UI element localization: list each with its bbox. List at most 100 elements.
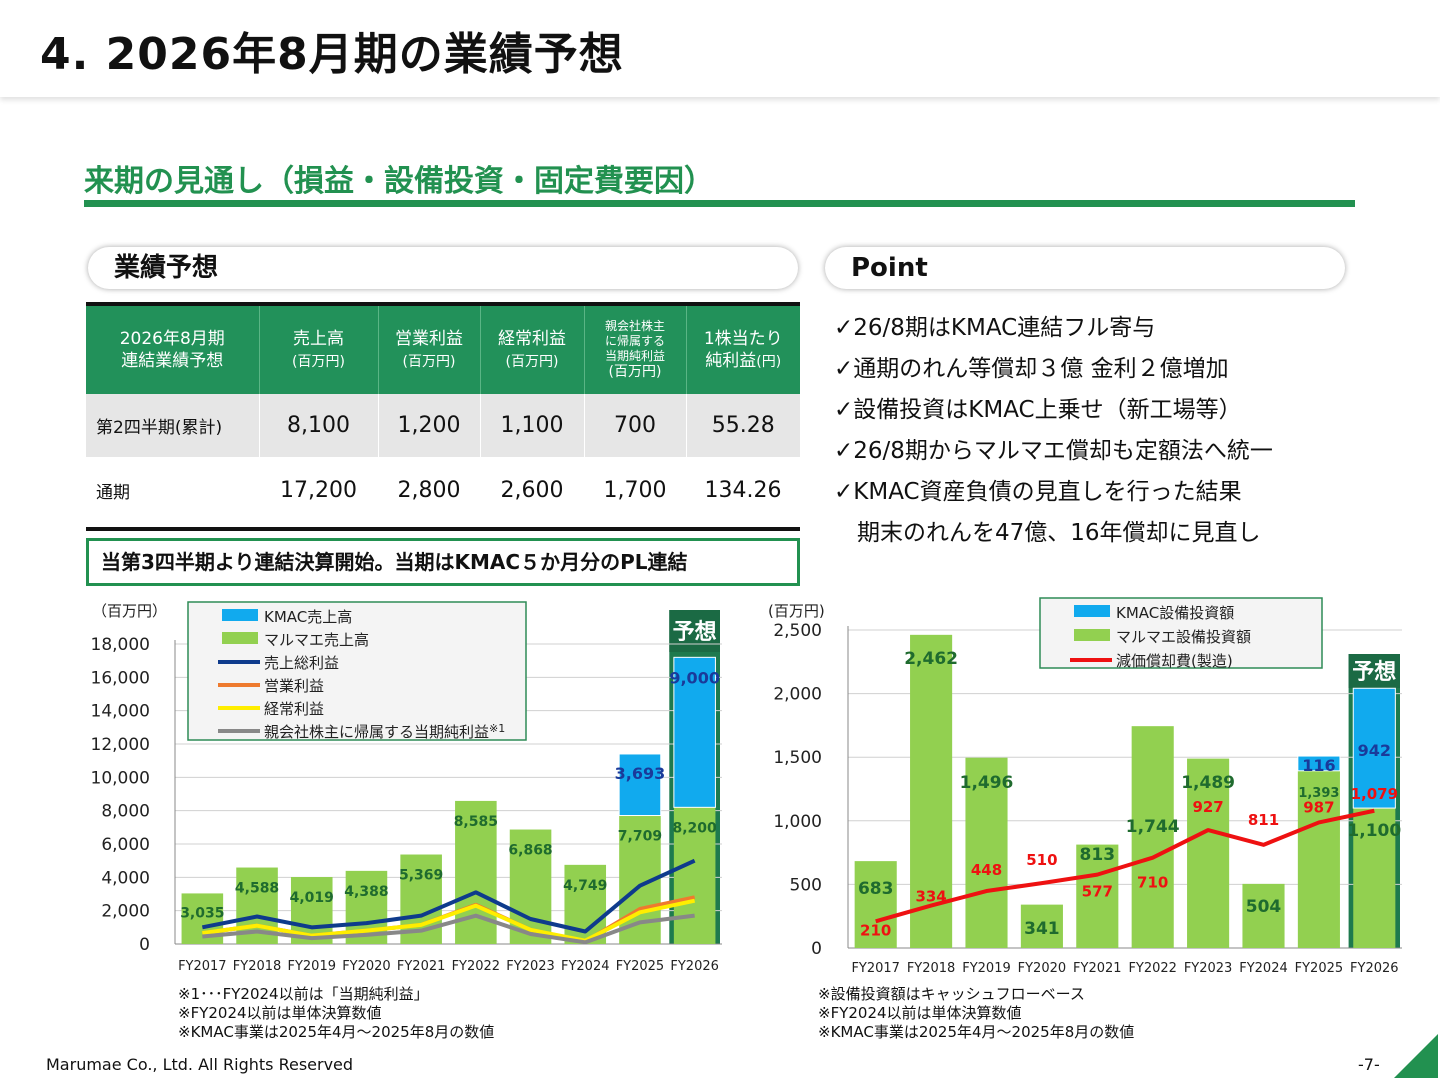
forecast-band-header [1348, 654, 1400, 688]
header-eps: 1株当たり 純利益(円) [685, 306, 800, 394]
legend-swatch [1074, 629, 1110, 641]
cell-net: 700 [583, 394, 686, 457]
line-value-label: 448 [971, 861, 1002, 879]
header-sales-label: 売上高 [293, 328, 344, 349]
y-tick-label: 2,000 [773, 685, 822, 705]
header-net-line2: に帰属する [604, 333, 665, 348]
point-list: ✓26/8期はKMAC連結フル寄与 ✓通期のれん等償却３億 金利２億増加 ✓設備… [834, 308, 1273, 554]
x-tick-label: FY2021 [397, 959, 446, 974]
legend-label: マルマエ設備投資額 [1116, 628, 1251, 646]
row-label: 第2四半期(累計) [86, 394, 259, 457]
footnotes-left: ※1･･･FY2024以前は「当期純利益」 ※FY2024以前は単体決算数値 ※… [178, 985, 494, 1042]
x-tick-label: FY2026 [670, 959, 719, 974]
bar-value-label: 3,693 [615, 764, 666, 783]
bar-value-label: 683 [858, 879, 894, 899]
bar-value-label: 5,369 [399, 868, 443, 884]
y-tick-label: 0 [811, 939, 822, 959]
x-tick-label: FY2024 [1239, 961, 1288, 976]
copyright: Marumae Co., Ltd. All Rights Reserved [46, 1055, 354, 1074]
footnote: ※FY2024以前は単体決算数値 [178, 1004, 382, 1022]
cell-sales: 17,200 [280, 477, 357, 503]
y-tick-label: 6,000 [101, 835, 150, 855]
x-tick-label: FY2021 [1073, 961, 1122, 976]
bar-value-label: 3,035 [180, 905, 224, 921]
cell-eps: 55.28 [685, 394, 800, 457]
capex-chart: 予想 0 500 1,000 1,500 2,000 2,500(百万円) FY2017 FY2… [768, 597, 1402, 976]
y-tick-label: 2,000 [101, 902, 150, 922]
forecast-band-header [669, 610, 720, 652]
cell-net: 1,700 [603, 477, 667, 503]
footnote: ※1･･･FY2024以前は「当期純利益」 [178, 985, 429, 1003]
x-tick-label: FY2017 [178, 959, 227, 974]
series-line-0 [875, 808, 1375, 924]
bar-value-label: 4,388 [344, 884, 388, 900]
legend-swatch [222, 632, 258, 644]
header-ord-label: 経常利益 [498, 328, 566, 349]
x-tick-label: FY2022 [1128, 961, 1177, 976]
y-tick-label: 10,000 [91, 768, 150, 788]
point-item: ✓26/8期はKMAC連結フル寄与 [834, 315, 1156, 341]
line-value-label: 710 [1137, 874, 1168, 892]
bar-fy2026-marumae [673, 807, 716, 944]
x-tick-label: FY2026 [1350, 961, 1399, 976]
cell-ord: 2,600 [500, 477, 564, 503]
header-period-line2: 連結業績予想 [121, 351, 224, 371]
page-number: -7- [1358, 1055, 1380, 1074]
x-tick-label: FY2020 [342, 959, 391, 974]
point-item: ✓26/8期からマルマエ償却も定額法へ統一 [834, 438, 1273, 464]
cell-op: 2,800 [397, 477, 461, 503]
bar-fy2019-marumae [965, 757, 1008, 948]
bar-fy2025-kmac [1297, 755, 1341, 772]
y-tick-label: 500 [790, 875, 822, 895]
bar-value-label: 9,000 [669, 668, 720, 687]
cell-eps: 134.26 [704, 477, 782, 503]
bar-value-label: 6,868 [508, 843, 552, 859]
header-ordinary-profit: 経常利益 (百万円) [479, 306, 584, 394]
table-header-row: 2026年8月期 連結業績予想 売上高 (百万円) 営業利益 (百万円) 経常利益 (百… [86, 306, 800, 394]
x-tick-label: FY2018 [233, 959, 282, 974]
cell-op: 1,200 [377, 394, 480, 457]
y-tick-label: 14,000 [91, 702, 150, 722]
bar-value-label: 4,749 [563, 878, 607, 894]
legend-label: 営業利益 [264, 677, 324, 695]
y-unit-label: （百万円） [92, 602, 167, 620]
section-rule [84, 200, 1355, 207]
header-operating-profit: 営業利益 (百万円) [377, 306, 480, 394]
bar-value-label: 1,744 [1126, 817, 1180, 837]
x-tick-label: FY2023 [1184, 961, 1233, 976]
bar-value-label: 942 [1358, 741, 1391, 760]
title-bar: 4. 2026年8月期の業績予想 [0, 0, 1440, 97]
bar-value-label: 116 [1302, 756, 1335, 775]
line-value-label: 1,079 [1351, 785, 1398, 803]
x-tick-label: FY2022 [452, 959, 501, 974]
legend-box [187, 601, 527, 741]
bar-fy2020-marumae [1020, 904, 1063, 948]
bar-value-label: 8,585 [454, 814, 498, 830]
bar-fy2023-marumae [1187, 758, 1230, 948]
x-tick-label: FY2018 [907, 961, 956, 976]
corner-triangle [1394, 1034, 1438, 1078]
forecast-table: 2026年8月期 連結業績予想 売上高 (百万円) 営業利益 (百万円) 経常利益 (百… [86, 306, 800, 523]
header-op-label: 営業利益 [395, 328, 463, 349]
y-tick-label: 2,500 [773, 621, 822, 641]
header-unit-yen: (円) [756, 354, 782, 370]
footnote: ※KMAC事業は2025年4月～2025年8月の数値 [178, 1023, 495, 1041]
header-period-line1: 2026年8月期 [119, 328, 225, 349]
bar-fy2026-kmac [673, 656, 716, 808]
header-unit: (百万円) [292, 354, 345, 370]
series-line-3 [202, 913, 695, 945]
point-item: ✓設備投資はKMAC上乗せ（新工場等） [834, 397, 1242, 423]
y-unit-label: (百万円) [768, 602, 825, 620]
table-top-rule [86, 302, 800, 307]
footnotes-right: ※設備投資額はキャッシュフローベース ※FY2024以前は単体決算数値 ※KMA… [818, 985, 1134, 1042]
cell-ord: 1,100 [479, 394, 584, 457]
bar-value-label: 1,496 [960, 773, 1014, 793]
legend-label: マルマエ売上高 [264, 631, 369, 649]
sales-profit-chart: 予想 0 2,000 4,000 6,000 8,000 10,000 12,000 14,00… [91, 601, 722, 974]
legend-swatch [1074, 605, 1110, 617]
line-value-label: 927 [1192, 798, 1223, 816]
bar-value-label: 1,100 [1347, 821, 1401, 841]
header-net-line3: 当期純利益 [604, 348, 665, 363]
x-tick-label: FY2019 [962, 961, 1011, 976]
point-item: ✓KMAC資産負債の見直しを行った結果 [834, 479, 1242, 505]
